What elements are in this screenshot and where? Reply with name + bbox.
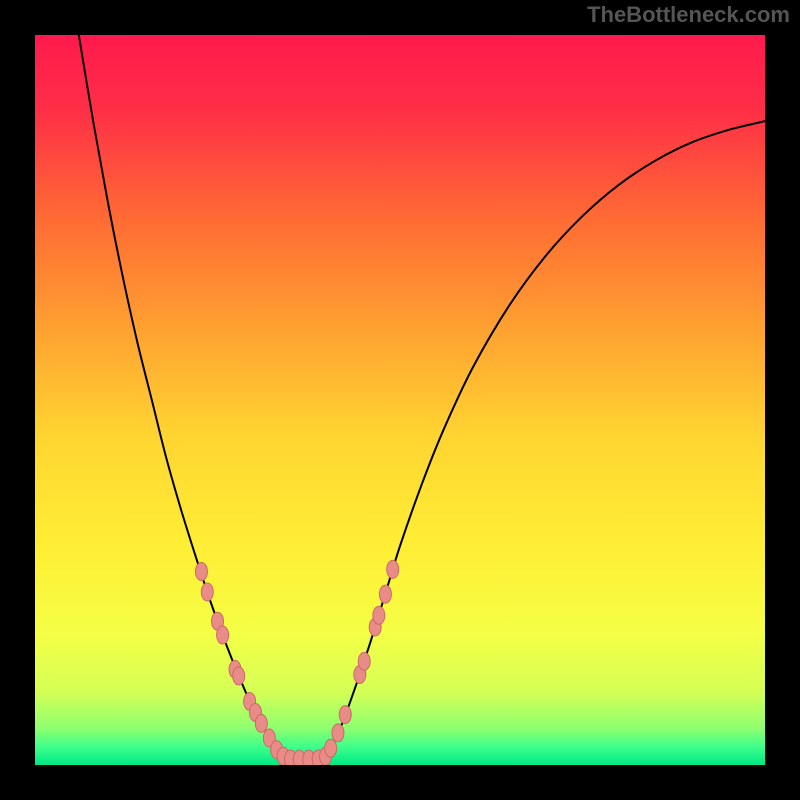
data-marker — [379, 585, 391, 603]
data-marker — [387, 560, 399, 578]
data-marker — [255, 714, 267, 732]
chart-svg — [35, 35, 765, 765]
data-marker — [358, 652, 370, 670]
gradient-background — [35, 35, 765, 765]
data-marker — [339, 706, 351, 724]
plot-area — [35, 35, 765, 765]
data-marker — [332, 724, 344, 742]
data-marker — [325, 739, 337, 757]
data-marker — [373, 606, 385, 624]
watermark-text: TheBottleneck.com — [587, 2, 790, 28]
chart-outer: TheBottleneck.com — [0, 0, 800, 800]
data-marker — [195, 563, 207, 581]
data-marker — [233, 667, 245, 685]
data-marker — [217, 626, 229, 644]
data-marker — [201, 583, 213, 601]
